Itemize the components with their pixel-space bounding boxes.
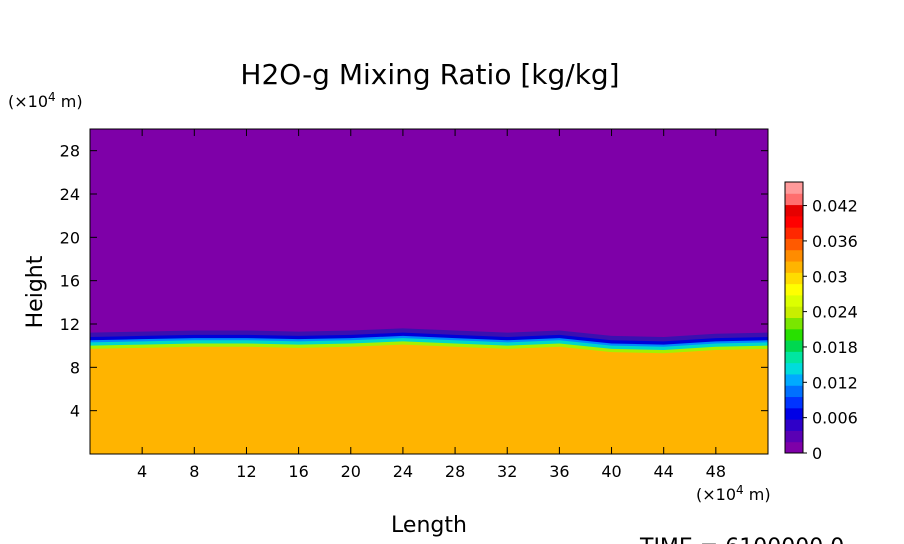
colorbar-frame <box>784 181 804 454</box>
x-tick-label: 36 <box>549 462 569 481</box>
colorbar-swatch <box>785 215 803 228</box>
x-axis: 4 8 12 16 20 24 28 32 36 40 44 48 <box>137 129 726 481</box>
colorbar-swatch <box>785 272 803 285</box>
colorbar-swatch <box>785 306 803 318</box>
colorbar-swatch <box>785 441 803 454</box>
heatmap-field <box>90 129 768 454</box>
colorbar-swatch <box>785 340 803 352</box>
x-tick-label: 48 <box>706 462 726 481</box>
colorbar-swatch <box>785 351 803 364</box>
colorbar-swatch <box>785 294 803 307</box>
y-axis-label: Height <box>23 255 48 328</box>
colorbar-tick-label: 0.024 <box>812 303 858 322</box>
x-tick-label: 4 <box>137 462 147 481</box>
y-tick-label: 16 <box>60 272 80 291</box>
colorbar-swatch <box>785 373 803 386</box>
y-tick-label: 24 <box>60 185 80 204</box>
colorbar-swatch <box>785 385 803 398</box>
colorbar-swatch <box>785 249 803 262</box>
y-unit-label: (×104 m) <box>8 90 83 111</box>
x-tick-label: 16 <box>288 462 308 481</box>
plot-frame <box>89 128 769 455</box>
x-tick-label: 28 <box>445 462 465 481</box>
x-tick-label: 44 <box>654 462 674 481</box>
y-tick-label: 4 <box>70 402 80 421</box>
x-tick-label: 8 <box>189 462 199 481</box>
colorbar-swatch <box>785 407 803 420</box>
time-label: TIME = 6100000.0 <box>639 535 844 544</box>
plot-area <box>89 128 769 455</box>
colorbar-swatch <box>785 204 803 217</box>
colorbar-tick-label: 0.018 <box>812 338 858 357</box>
colorbar-tick-label: 0 <box>812 444 822 463</box>
y-tick-label: 20 <box>60 228 80 247</box>
colorbar-swatch <box>785 419 803 431</box>
x-tick-label: 40 <box>601 462 621 481</box>
colorbar-tick-label: 0.012 <box>812 373 858 392</box>
colorbar-tick-label: 0.036 <box>812 232 858 251</box>
x-tick-label: 24 <box>393 462 413 481</box>
x-tick-label: 20 <box>341 462 361 481</box>
colorbar-swatch <box>785 362 803 375</box>
colorbar-swatch <box>785 317 803 330</box>
colorbar-swatch <box>785 227 803 239</box>
y-axis: 4 8 12 16 20 24 28 <box>60 142 768 421</box>
lower-layer <box>90 344 768 454</box>
colorbar-swatch <box>785 283 803 296</box>
chart-title: H2O-g Mixing Ratio [kg/kg] <box>240 58 619 91</box>
x-tick-label: 32 <box>497 462 517 481</box>
colorbar-swatch <box>785 430 803 443</box>
colorbar-tick-label: 0.042 <box>812 197 858 216</box>
y-tick-label: 28 <box>60 142 80 161</box>
colorbar-tick-label: 0.03 <box>812 267 848 286</box>
y-tick-label: 8 <box>70 358 80 377</box>
x-axis-label: Length <box>391 513 467 538</box>
y-tick-label: 12 <box>60 315 80 334</box>
colorbar-tick-label: 0.006 <box>812 409 858 428</box>
colorbar-swatch <box>785 261 803 273</box>
x-tick-label: 12 <box>236 462 256 481</box>
colorbar-swatch <box>785 238 803 251</box>
x-unit-label: (×104 m) <box>696 483 771 504</box>
colorbar-swatch <box>785 193 803 206</box>
colorbar: 0 0.006 0.012 0.018 0.024 0.03 0.036 0.042 <box>784 181 858 463</box>
colorbar-swatch <box>785 396 803 409</box>
colorbar-swatch <box>785 328 803 341</box>
colorbar-swatch <box>785 182 803 194</box>
